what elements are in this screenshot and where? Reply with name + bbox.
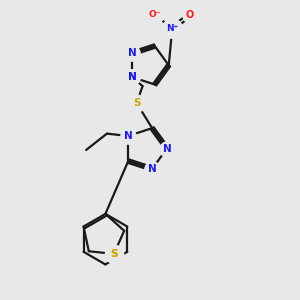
Text: N: N bbox=[163, 143, 171, 154]
Text: N: N bbox=[128, 48, 136, 59]
Text: N: N bbox=[148, 164, 157, 174]
Text: N: N bbox=[128, 72, 136, 82]
Text: S: S bbox=[110, 249, 118, 259]
Text: N: N bbox=[124, 131, 133, 141]
Text: S: S bbox=[110, 249, 118, 259]
Text: S: S bbox=[133, 98, 140, 108]
Text: N⁺: N⁺ bbox=[166, 24, 178, 33]
Text: N: N bbox=[128, 72, 136, 82]
Text: O: O bbox=[186, 10, 194, 20]
Text: O⁻: O⁻ bbox=[148, 10, 161, 19]
